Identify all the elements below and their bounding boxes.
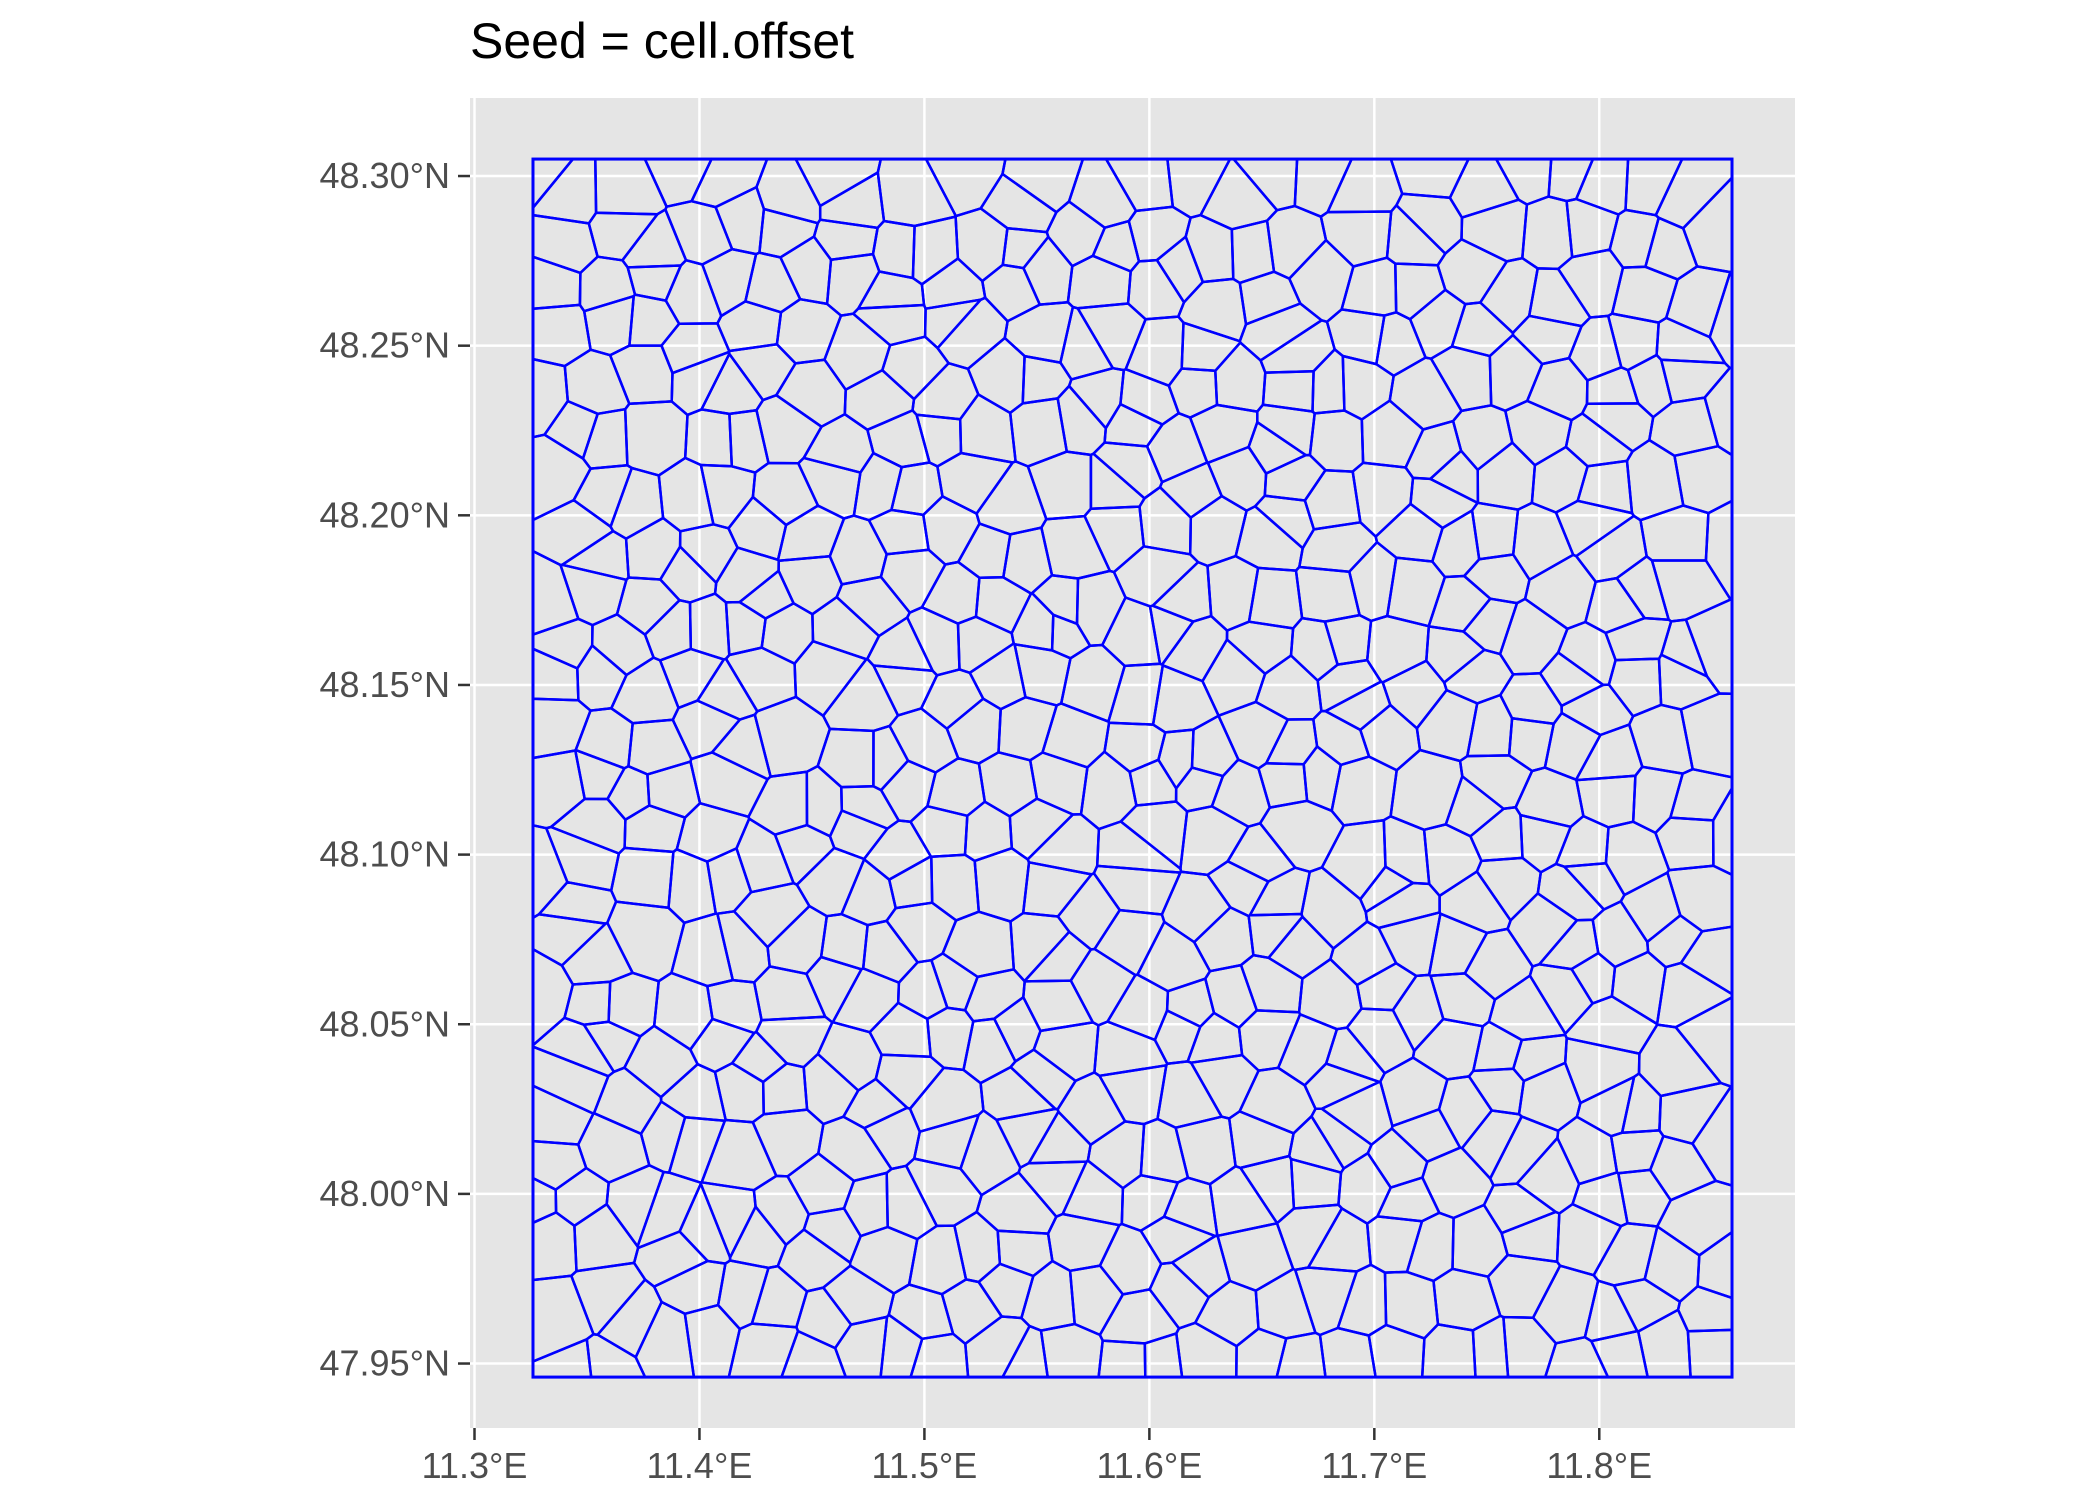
x-tick-label: 11.8°E xyxy=(1546,1445,1652,1486)
grid-boundary xyxy=(531,157,1734,1379)
voronoi-cell xyxy=(1253,494,1316,550)
x-tick-label: 11.4°E xyxy=(647,1445,753,1486)
y-tick-label: 48.20°N xyxy=(320,494,450,535)
x-tick-label: 11.7°E xyxy=(1321,1445,1427,1486)
y-tick-label: 48.00°N xyxy=(320,1173,450,1214)
voronoi-cell xyxy=(802,1207,862,1264)
y-tick-label: 48.10°N xyxy=(320,834,450,875)
voronoi-cell xyxy=(1119,800,1189,870)
y-axis: 47.95°N 48.00°N 48.05°N 48.10°N 48.15°N 48.20… xyxy=(320,155,470,1384)
y-tick-label: 48.25°N xyxy=(320,325,450,366)
x-tick-label: 11.5°E xyxy=(872,1445,978,1486)
y-tick-label: 47.95°N xyxy=(320,1343,450,1384)
x-tick-label: 11.3°E xyxy=(422,1445,528,1486)
x-axis: 11.3°E 11.4°E 11.5°E 11.6°E 11.7°E 11.8°E xyxy=(422,1428,1652,1486)
grid-lines xyxy=(470,98,1795,1428)
chart-title: Seed = cell.offset xyxy=(470,13,855,69)
x-tick-label: 11.6°E xyxy=(1096,1445,1202,1486)
y-tick-label: 48.30°N xyxy=(320,155,450,196)
y-tick-label: 48.15°N xyxy=(320,664,450,705)
voronoi-cell xyxy=(1390,1108,1462,1163)
y-tick-label: 48.05°N xyxy=(320,1003,450,1044)
